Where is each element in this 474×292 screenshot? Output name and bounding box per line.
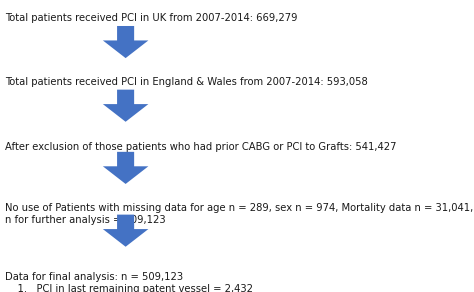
- Text: After exclusion of those patients who had prior CABG or PCI to Grafts: 541,427: After exclusion of those patients who ha…: [5, 142, 396, 152]
- Polygon shape: [103, 215, 148, 247]
- Text: Data for final analysis: n = 509,123
    1.   PCI in last remaining patent vesse: Data for final analysis: n = 509,123 1. …: [5, 272, 253, 292]
- Text: Total patients received PCI in UK from 2007-2014: 669,279: Total patients received PCI in UK from 2…: [5, 13, 297, 23]
- Text: Total patients received PCI in England & Wales from 2007-2014: 593,058: Total patients received PCI in England &…: [5, 77, 367, 87]
- Polygon shape: [103, 152, 148, 184]
- Polygon shape: [103, 90, 148, 122]
- Polygon shape: [103, 26, 148, 58]
- Text: No use of Patients with missing data for age n = 289, sex n = 974, Mortality dat: No use of Patients with missing data for…: [5, 203, 473, 225]
